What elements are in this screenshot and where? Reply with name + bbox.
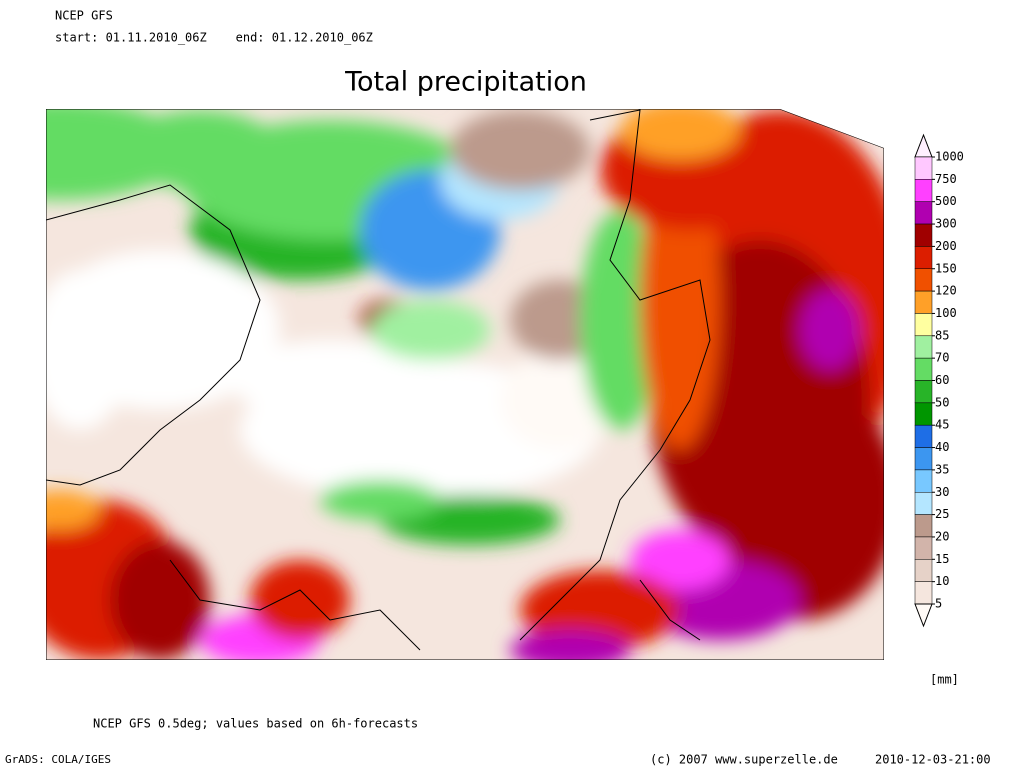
coastline [169, 559, 421, 651]
colorbar-top-triangle [914, 133, 933, 158]
chart-title: Total precipitation [344, 67, 587, 98]
precip-area [520, 570, 680, 650]
precip-area [620, 109, 740, 160]
precip-area [46, 109, 190, 200]
colorbar-segment [914, 223, 933, 247]
colorbar-segment [914, 492, 933, 515]
precipitation-field [46, 109, 884, 660]
colorbar-label: 50 [935, 395, 949, 409]
colorbar-label: 25 [935, 507, 949, 521]
precip-area [120, 110, 280, 190]
colorbar-segment [914, 179, 933, 202]
colorbar-segment [914, 536, 933, 560]
software-credit: GrADS: COLA/IGES [5, 753, 111, 766]
precip-area [630, 530, 730, 590]
precip-area [46, 270, 130, 430]
colorbar-segment [914, 313, 933, 337]
colorbar-segment [914, 380, 933, 404]
precip-area [800, 290, 860, 370]
colorbar-segment [914, 447, 933, 471]
colorbar-segment [914, 559, 933, 582]
coastline [46, 184, 261, 486]
precip-area [110, 540, 210, 660]
precip-area [450, 110, 590, 190]
precip-area [700, 380, 884, 620]
colorbar-segment [914, 514, 933, 538]
colorbar-segment [914, 357, 933, 381]
colorbar-bottom-triangle [914, 603, 933, 628]
model-label: NCEP GFS [55, 9, 113, 23]
timestamp: 2010-12-03-21:00 [875, 753, 991, 767]
copyright: (c) 2007 www.superzelle.de [650, 753, 838, 767]
precip-area [510, 630, 630, 660]
colorbar-label: 60 [935, 373, 949, 387]
colorbar-segment [914, 268, 933, 292]
colorbar: 1000 750 500 300 200 150 120 100 85 70 60 50 45 40 35 3… [914, 133, 964, 628]
colorbar-label: 500 [935, 194, 957, 208]
colorbar-label: 15 [935, 552, 949, 566]
colorbar-segment [914, 402, 933, 426]
colorbar-segment [914, 469, 933, 493]
precip-area [320, 480, 440, 520]
legend-unit: [mm] [930, 673, 959, 687]
colorbar-segment [914, 424, 933, 448]
colorbar-segment [914, 290, 933, 314]
colorbar-segment [914, 246, 933, 269]
precip-area [230, 340, 430, 420]
colorbar-label: 40 [935, 440, 949, 454]
colorbar-segment [914, 156, 933, 180]
colorbar-label: 300 [935, 217, 957, 231]
colorbar-segment [914, 335, 933, 359]
period-label: start: 01.11.2010_06Z end: 01.12.2010_06… [55, 31, 373, 45]
colorbar-segment [914, 201, 933, 225]
colorbar-label: 70 [935, 351, 949, 365]
colorbar-label: 150 [935, 261, 957, 275]
precip-area [580, 210, 660, 430]
coastline [639, 579, 701, 641]
colorbar-label: 30 [935, 485, 949, 499]
precip-area [250, 560, 350, 640]
colorbar-label: 100 [935, 306, 957, 320]
precipitation-map [46, 109, 884, 660]
colorbar-label: 120 [935, 284, 957, 298]
colorbar-label: 85 [935, 328, 949, 342]
coastlines [46, 109, 711, 651]
colorbar-label: 45 [935, 418, 949, 432]
precip-area [370, 300, 490, 360]
colorbar-label: 750 [935, 172, 957, 186]
colorbar-segment [914, 581, 933, 605]
coastline [519, 109, 711, 641]
colorbar-label: 20 [935, 529, 949, 543]
colorbar-label: 35 [935, 462, 949, 476]
footer-note: NCEP GFS 0.5deg; values based on 6h-fore… [93, 717, 418, 731]
colorbar-label: 5 [935, 597, 942, 611]
colorbar-label: 10 [935, 574, 949, 588]
colorbar-label: 200 [935, 239, 957, 253]
precip-area [46, 490, 100, 530]
colorbar-label: 1000 [935, 150, 964, 164]
